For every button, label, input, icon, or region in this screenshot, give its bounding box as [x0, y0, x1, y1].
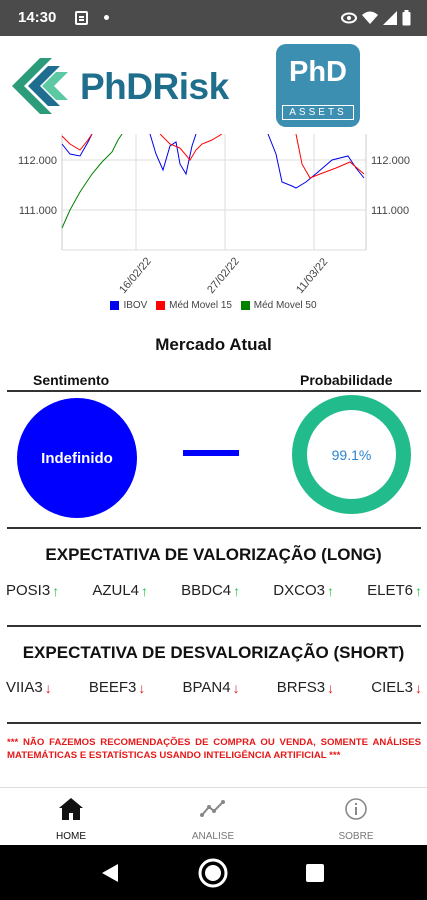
- status-time: 14:30: [18, 9, 57, 26]
- brand-name: PhDRisk: [80, 66, 229, 107]
- legend-item-ibov: IBOV: [110, 300, 147, 311]
- eye-icon: [341, 12, 357, 24]
- notification-icon: [75, 11, 88, 25]
- system-icons: [341, 10, 411, 26]
- arrow-up-icon: ↑: [414, 582, 422, 599]
- ticker-symbol: ELET6: [367, 582, 413, 599]
- arrow-up-icon: ↑: [233, 582, 241, 599]
- home-button-icon[interactable]: [197, 857, 229, 889]
- probability-ring: 99.1%: [292, 395, 411, 514]
- phd-assets-logo: PhD ASSETS: [276, 44, 360, 127]
- long-ticker[interactable]: BBDC4 ↑: [181, 582, 240, 599]
- short-ticker[interactable]: BPAN4 ↓: [183, 679, 240, 696]
- divider: [7, 625, 421, 627]
- arrow-down-icon: ↓: [44, 679, 52, 696]
- y-tick-left-1: 111.000: [19, 205, 57, 217]
- sentiment-label: Sentimento: [33, 372, 110, 388]
- y-tick-left-0: 112.000: [18, 155, 57, 167]
- home-icon: [59, 798, 83, 820]
- long-ticker[interactable]: ELET6 ↑: [367, 582, 422, 599]
- legend-swatch-ibov: [110, 301, 120, 310]
- back-icon[interactable]: [100, 862, 120, 884]
- price-chart[interactable]: 112.000 111.000 112.000 111.000 16/02/22…: [0, 134, 427, 324]
- ticker-symbol: BEEF3: [88, 679, 137, 696]
- divider: [7, 527, 421, 529]
- ticker-symbol: AZUL4: [92, 582, 139, 599]
- arrow-up-icon: ↑: [52, 582, 60, 599]
- signal-icon: [383, 11, 397, 25]
- legend-label-mm15: Méd Movel 15: [169, 300, 232, 311]
- phdrisk-logo-icon: [12, 58, 68, 114]
- arrow-down-icon: ↓: [138, 679, 146, 696]
- ticker-symbol: POSI3: [6, 582, 51, 599]
- info-icon: [345, 798, 367, 820]
- sentiment-indicator: Indefinido: [17, 398, 137, 518]
- arrow-down-icon: ↓: [327, 679, 335, 696]
- x-tick-1: 27/02/22: [205, 255, 242, 296]
- chart-grid: [61, 134, 367, 251]
- long-ticker[interactable]: POSI3 ↑: [6, 582, 59, 599]
- nav-label: SOBRE: [338, 831, 374, 842]
- ticker-symbol: BBDC4: [181, 582, 232, 599]
- long-ticker[interactable]: AZUL4 ↑: [92, 582, 148, 599]
- chart-svg: 112.000 111.000 112.000 111.000 16/02/22…: [18, 134, 410, 296]
- nav-home[interactable]: HOME: [0, 788, 142, 846]
- arrow-up-icon: ↑: [141, 582, 148, 599]
- series-mm50-line: [61, 134, 123, 229]
- series-ibov-line: [61, 134, 365, 189]
- battery-icon: [402, 10, 411, 26]
- recents-icon[interactable]: [306, 864, 324, 882]
- long-section-title: EXPECTATIVA DE VALORIZAÇÃO (LONG): [45, 545, 382, 564]
- short-ticker[interactable]: CIEL3 ↓: [371, 679, 422, 696]
- short-ticker-list: VIIA3 ↓ BEEF3 ↓ BPAN4 ↓ BRFS3 ↓ CIEL3 ↓: [6, 679, 422, 696]
- series-mm15-line: [61, 134, 365, 179]
- ticker-symbol: VIIA3: [6, 679, 43, 696]
- divider: [7, 390, 421, 392]
- sentiment-value: Indefinido: [41, 449, 113, 467]
- ticker-symbol: DXCO3: [273, 582, 325, 599]
- divider: [7, 722, 421, 724]
- x-tick-0: 16/02/22: [117, 255, 154, 296]
- chart-legend: IBOV Méd Movel 15 Méd Movel 50: [0, 300, 427, 313]
- short-ticker[interactable]: VIIA3 ↓: [6, 679, 52, 696]
- legend-item-mm50: Méd Movel 50: [240, 300, 317, 311]
- arrow-down-icon: ↓: [232, 679, 240, 696]
- nav-label: ANALISE: [191, 831, 235, 842]
- probability-value: 99.1%: [331, 446, 372, 463]
- long-ticker-list: POSI3 ↑ AZUL4 ↑ BBDC4 ↑ DXCO3 ↑ ELET6 ↑: [6, 582, 422, 599]
- legend-label-ibov: IBOV: [123, 300, 148, 311]
- legend-label-mm50: Méd Movel 50: [253, 300, 317, 311]
- logo-header: PhDRisk PhD ASSETS: [0, 36, 427, 134]
- nav-label: HOME: [56, 831, 86, 842]
- notification-dot-icon: [104, 15, 109, 20]
- nav-analise[interactable]: ANALISE: [142, 788, 284, 846]
- market-title: Mercado Atual: [155, 335, 272, 354]
- legend-item-mm15: Méd Movel 15: [156, 300, 232, 311]
- trend-icon: [200, 800, 225, 817]
- wifi-icon: [362, 11, 378, 24]
- phd-assets-logo-top: PhD: [289, 56, 347, 88]
- short-section-title: EXPECTATIVA DE DESVALORIZAÇÃO (SHORT): [22, 643, 405, 662]
- x-tick-2: 11/03/22: [294, 256, 330, 296]
- short-ticker[interactable]: BEEF3 ↓: [89, 679, 146, 696]
- probability-label: Probabilidade: [300, 372, 393, 388]
- bottom-navigation: HOME ANALISE SOBRE: [0, 787, 427, 845]
- y-tick-right-0: 112.000: [371, 155, 410, 167]
- y-tick-right-1: 111.000: [371, 205, 409, 217]
- arrow-down-icon: ↓: [414, 679, 422, 696]
- disclaimer-text: *** NÃO FAZEMOS RECOMENDAÇÕES DE COMPRA …: [7, 737, 421, 761]
- android-navigation-bar: [0, 845, 427, 900]
- status-bar: 14:30: [0, 0, 427, 36]
- long-ticker[interactable]: DXCO3 ↑: [273, 582, 334, 599]
- ticker-symbol: BRFS3: [276, 679, 326, 696]
- short-ticker[interactable]: BRFS3 ↓: [277, 679, 334, 696]
- arrow-up-icon: ↑: [326, 582, 334, 599]
- legend-swatch-mm15: [156, 301, 166, 310]
- ticker-symbol: CIEL3: [371, 679, 413, 696]
- ticker-symbol: BPAN4: [182, 679, 231, 696]
- phd-assets-logo-bottom: ASSETS: [282, 105, 354, 120]
- neutral-dash-icon: [183, 450, 239, 456]
- legend-swatch-mm50: [240, 301, 250, 310]
- nav-sobre[interactable]: SOBRE: [285, 788, 427, 846]
